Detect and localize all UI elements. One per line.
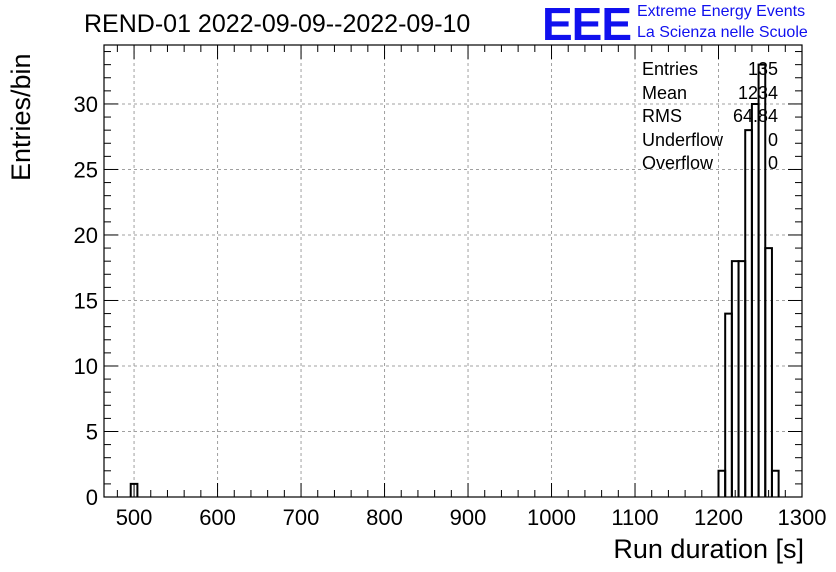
x-tick-label: 700 xyxy=(283,505,320,530)
y-tick-label: 10 xyxy=(74,354,98,379)
y-tick-label: 30 xyxy=(74,92,98,117)
stat-value: 0 xyxy=(767,153,778,173)
x-tick-label: 800 xyxy=(366,505,403,530)
x-tick-label: 1300 xyxy=(778,505,827,530)
x-tick-label: 600 xyxy=(199,505,236,530)
x-tick-label: 900 xyxy=(450,505,487,530)
histogram-bin xyxy=(724,312,733,497)
stat-row-overflow: Overflow 0 xyxy=(640,152,780,176)
plot-frame xyxy=(103,44,803,498)
y-tick-label: 25 xyxy=(74,157,98,182)
x-axis-label: Run duration [s] xyxy=(613,534,804,564)
histogram-bin xyxy=(764,247,773,497)
histogram-bin xyxy=(730,260,740,497)
stat-label: RMS xyxy=(642,106,682,126)
logo-line-2: La Scienza nelle Scuole xyxy=(637,24,808,41)
x-tick-label: 1000 xyxy=(527,505,576,530)
y-tick-label: 0 xyxy=(86,485,98,510)
stat-label: Overflow xyxy=(642,153,714,173)
stat-value: 0 xyxy=(767,129,778,150)
chart-title: REND-01 2022-09-09--2022-09-10 xyxy=(84,10,471,38)
stat-label: Underflow xyxy=(642,129,724,150)
stat-value: 1234 xyxy=(737,82,778,103)
histogram-bin xyxy=(744,129,753,497)
histogram-bin xyxy=(770,469,780,497)
stats-box: Entries 135 Mean 1234 RMS 64.84 Underflo… xyxy=(640,58,780,176)
histogram-bin xyxy=(129,482,139,497)
histogram-bin xyxy=(737,260,747,497)
y-axis-label: Entries/bin xyxy=(6,53,36,181)
eee-logo: EEE xyxy=(542,0,632,50)
x-tick-label: 500 xyxy=(116,505,153,530)
stat-value: 64.84 xyxy=(732,106,778,126)
x-tick-label: 1200 xyxy=(694,505,743,530)
y-tick-label: 20 xyxy=(74,223,98,248)
stat-row-rms: RMS 64.84 xyxy=(640,105,780,129)
stat-row-underflow: Underflow 0 xyxy=(640,129,780,153)
stat-value: 135 xyxy=(747,59,778,79)
histogram-bin xyxy=(717,469,727,497)
stat-label: Entries xyxy=(642,59,699,79)
stat-label: Mean xyxy=(642,82,688,103)
y-tick-label: 15 xyxy=(74,288,98,313)
x-tick-label: 1100 xyxy=(611,505,658,530)
stat-row-mean: Mean 1234 xyxy=(640,82,780,106)
stat-row-entries: Entries 135 xyxy=(640,58,780,82)
y-tick-label: 5 xyxy=(86,419,98,444)
logo-line-1: Extreme Energy Events xyxy=(637,3,806,20)
